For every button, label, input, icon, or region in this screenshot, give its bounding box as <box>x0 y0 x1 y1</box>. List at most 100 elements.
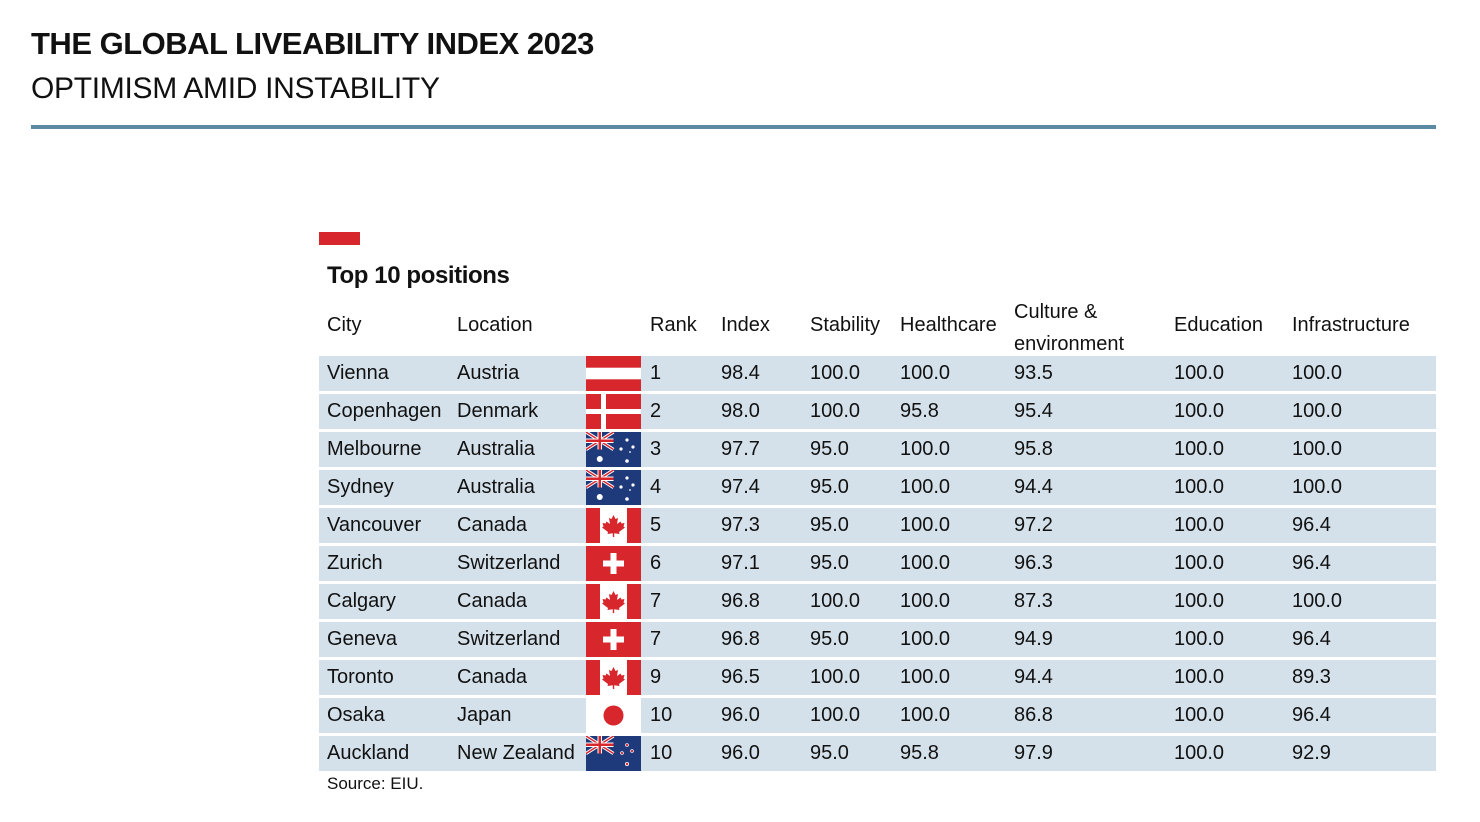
header-education: Education <box>1174 314 1263 336</box>
header-healthcare: Healthcare <box>900 314 997 336</box>
table-row: Osaka Japan 10 96.0 100.0 100.0 86.8 100.0 96.4 <box>319 698 1436 733</box>
cell-culture-environment: 94.4 <box>1014 476 1053 498</box>
cell-index: 97.1 <box>721 552 760 574</box>
cell-index: 96.8 <box>721 590 760 612</box>
header-city: City <box>327 314 362 336</box>
cell-education: 100.0 <box>1174 476 1225 498</box>
table-header: City Location Rank Index Stability Healt… <box>319 296 1436 355</box>
cell-infrastructure: 96.4 <box>1292 514 1331 536</box>
cell-stability: 95.0 <box>810 438 849 460</box>
cell-index: 97.3 <box>721 514 760 536</box>
cell-index: 96.0 <box>721 704 760 726</box>
cell-infrastructure: 89.3 <box>1292 666 1331 688</box>
cell-rank: 10 <box>650 704 673 726</box>
table-body: Vienna Austria 1 98.4 100.0 100.0 93.5 100.0 100… <box>319 356 1436 774</box>
cell-location: Australia <box>457 438 535 460</box>
cell-index: 98.4 <box>721 362 760 384</box>
cell-culture-environment: 95.8 <box>1014 438 1053 460</box>
cell-location: Australia <box>457 476 535 498</box>
table-row: Melbourne Australia 3 97.7 95.0 100.0 95.8 100.… <box>319 432 1436 467</box>
cell-healthcare: 100.0 <box>900 514 951 536</box>
cell-stability: 100.0 <box>810 666 861 688</box>
cell-location: Canada <box>457 666 528 688</box>
table-row: Calgary Canada 7 96.8 100.0 100.0 87.3 100.0 100… <box>319 584 1436 619</box>
cell-healthcare: 100.0 <box>900 438 951 460</box>
cell-healthcare: 100.0 <box>900 590 951 612</box>
cell-healthcare: 95.8 <box>900 400 939 422</box>
cell-infrastructure: 100.0 <box>1292 590 1343 612</box>
cell-city: Vancouver <box>327 514 422 536</box>
cell-city: Sydney <box>327 476 394 498</box>
cell-education: 100.0 <box>1174 438 1225 460</box>
header-location: Location <box>457 314 533 336</box>
cell-city: Copenhagen <box>327 400 442 422</box>
cell-city: Toronto <box>327 666 394 688</box>
cell-stability: 95.0 <box>810 742 849 764</box>
cell-location: Denmark <box>457 400 539 422</box>
cell-infrastructure: 100.0 <box>1292 400 1343 422</box>
australia-flag-icon <box>586 470 641 505</box>
cell-location: Switzerland <box>457 552 561 574</box>
cell-infrastructure: 100.0 <box>1292 476 1343 498</box>
cell-infrastructure: 100.0 <box>1292 438 1343 460</box>
cell-healthcare: 100.0 <box>900 666 951 688</box>
cell-index: 96.5 <box>721 666 760 688</box>
canada-flag-icon <box>586 584 641 619</box>
cell-culture-environment: 94.9 <box>1014 628 1053 650</box>
header-rank: Rank <box>650 314 697 336</box>
cell-city: Geneva <box>327 628 398 650</box>
cell-education: 100.0 <box>1174 666 1225 688</box>
switzerland-flag-icon <box>586 622 641 657</box>
header-culture-environment: Culture & environment <box>1014 301 1125 355</box>
cell-education: 100.0 <box>1174 704 1225 726</box>
table-row: Vancouver Canada 5 97.3 95.0 100.0 97.2 100.0 96… <box>319 508 1436 543</box>
cell-index: 97.7 <box>721 438 760 460</box>
source-note: Source: EIU. <box>327 774 424 793</box>
cell-healthcare: 100.0 <box>900 552 951 574</box>
cell-index: 98.0 <box>721 400 760 422</box>
canada-flag-icon <box>586 660 641 695</box>
cell-education: 100.0 <box>1174 742 1225 764</box>
cell-culture-environment: 87.3 <box>1014 590 1053 612</box>
cell-location: New Zealand <box>457 742 575 764</box>
cell-stability: 95.0 <box>810 476 849 498</box>
cell-rank: 6 <box>650 552 662 574</box>
cell-stability: 95.0 <box>810 552 849 574</box>
cell-location: Canada <box>457 514 528 536</box>
cell-rank: 7 <box>650 628 662 650</box>
table-row: Auckland New Zealand 10 96.0 95.0 95.8 97.9 100… <box>319 736 1436 771</box>
switzerland-flag-icon <box>586 546 641 581</box>
cell-stability: 95.0 <box>810 514 849 536</box>
cell-culture-environment: 86.8 <box>1014 704 1053 726</box>
cell-location: Austria <box>457 362 520 384</box>
cell-culture-environment: 96.3 <box>1014 552 1053 574</box>
cell-healthcare: 95.8 <box>900 742 939 764</box>
cell-rank: 7 <box>650 590 662 612</box>
cell-index: 96.8 <box>721 628 760 650</box>
report-title: THE GLOBAL LIVEABILITY INDEX 2023 <box>31 26 594 61</box>
cell-culture-environment: 94.4 <box>1014 666 1053 688</box>
cell-education: 100.0 <box>1174 552 1225 574</box>
cell-healthcare: 100.0 <box>900 362 951 384</box>
cell-rank: 3 <box>650 438 662 460</box>
table-row: Geneva Switzerland 7 96.8 95.0 100.0 94.9 100.0… <box>319 622 1436 657</box>
cell-stability: 100.0 <box>810 704 861 726</box>
cell-rank: 5 <box>650 514 662 536</box>
cell-culture-environment: 93.5 <box>1014 362 1053 384</box>
cell-city: Calgary <box>327 590 396 612</box>
cell-culture-environment: 97.9 <box>1014 742 1053 764</box>
cell-rank: 4 <box>650 476 662 498</box>
header-stability: Stability <box>810 314 881 336</box>
cell-education: 100.0 <box>1174 590 1225 612</box>
table-row: Vienna Austria 1 98.4 100.0 100.0 93.5 100.0 100… <box>319 356 1436 391</box>
canada-flag-icon <box>586 508 641 543</box>
header-index: Index <box>721 314 770 336</box>
denmark-flag-icon <box>586 394 641 429</box>
cell-index: 96.0 <box>721 742 760 764</box>
new-zealand-flag-icon <box>586 736 641 771</box>
cell-city: Zurich <box>327 552 383 574</box>
section-accent-bar <box>319 232 360 245</box>
header-infrastructure: Infrastructure <box>1292 314 1410 336</box>
cell-infrastructure: 100.0 <box>1292 362 1343 384</box>
cell-rank: 10 <box>650 742 673 764</box>
